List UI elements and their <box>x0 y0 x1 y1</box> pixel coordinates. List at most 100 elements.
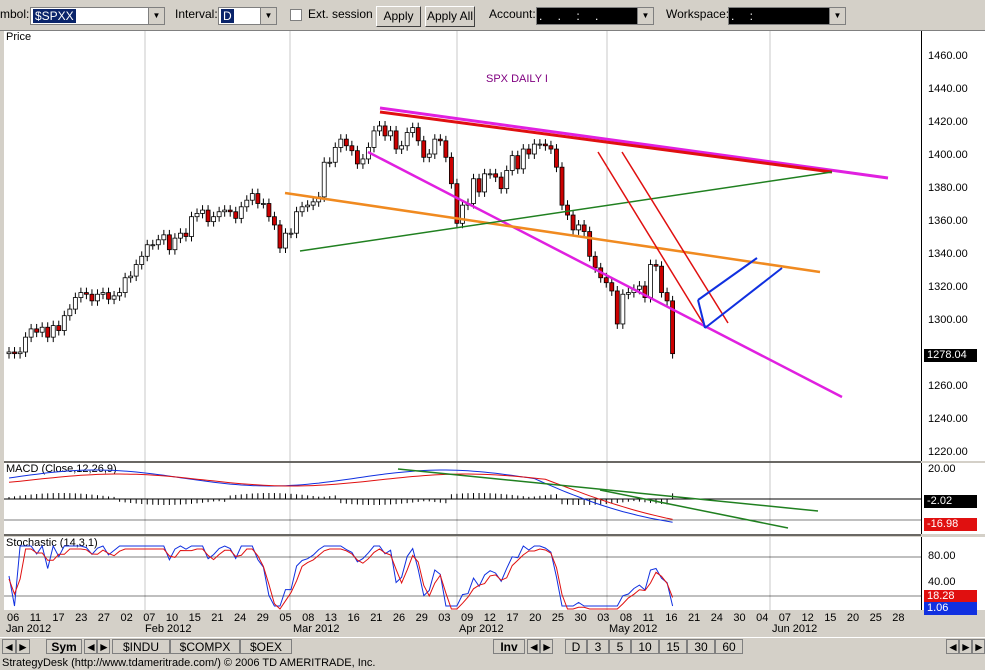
candle-body <box>128 275 134 279</box>
interval-scroll-right-icon[interactable]: ► <box>540 639 553 654</box>
candle-body <box>172 237 178 251</box>
date-tick-label: 28 <box>892 612 905 624</box>
candle-body <box>12 351 17 355</box>
chevron-down-icon[interactable]: ▼ <box>637 8 653 24</box>
price-pane-title: Price <box>6 31 32 43</box>
stochastic-tick: 40.00 <box>928 576 956 588</box>
date-axis[interactable]: 06 11 17 23 27 02 07 10 15 21 24 29 05 08 13 16 21 26 29 03… <box>0 611 923 636</box>
workspace-value[interactable]: . : <box>731 9 760 23</box>
nav-right-icon[interactable]: ► <box>16 639 30 654</box>
tab-indu[interactable]: $INDU <box>112 639 170 654</box>
candle-body <box>493 173 499 178</box>
date-tick-label: 24 <box>234 612 247 624</box>
interval-tab-60[interactable]: 60 <box>715 639 743 654</box>
candle-body <box>382 125 388 137</box>
date-tick-label: 25 <box>869 612 882 624</box>
scroll-left-icon[interactable]: ◄ <box>946 639 959 654</box>
symbol-value[interactable]: $SPXX <box>33 9 76 23</box>
stoch-d-tag: 1.06 <box>924 602 977 615</box>
stochastic-k-line <box>8 544 674 607</box>
red-channel-line <box>597 151 704 324</box>
scroll-right-icon[interactable]: ► <box>959 639 972 654</box>
interval-scroll-left-icon[interactable]: ◄ <box>527 639 540 654</box>
candle-body <box>399 145 405 150</box>
chevron-down-icon[interactable]: ▼ <box>829 8 845 24</box>
date-tick-label: 30 <box>574 612 587 624</box>
candle-body <box>388 130 393 137</box>
account-label: Account: <box>489 7 536 21</box>
interval-tab-3[interactable]: 3 <box>587 639 609 654</box>
date-tick-label: 04 <box>756 612 769 624</box>
candle-body <box>183 232 189 237</box>
bottom-bar: ◄ ► Sym ◄ ► $INDU $COMPX $OEX Inv ◄ ► D … <box>0 637 985 656</box>
tab-compx[interactable]: $COMPX <box>170 639 240 654</box>
candle-body <box>216 211 222 218</box>
stochastic-axis[interactable]: 80.00 40.00 18.28 1.06 <box>921 537 985 615</box>
sym-tab[interactable]: Sym <box>46 639 82 654</box>
tab-oex[interactable]: $OEX <box>240 639 292 654</box>
price-axis[interactable]: 1460.00 1440.00 1420.00 1400.00 1380.00 … <box>921 31 985 461</box>
candle-body <box>200 209 205 214</box>
interval-tab-10[interactable]: 10 <box>631 639 659 654</box>
chart-title: SPX DAILY I <box>486 73 548 85</box>
candle-body <box>515 155 521 170</box>
candle-body <box>227 209 233 213</box>
green-trendline <box>299 171 833 252</box>
blue-channel-line <box>697 257 758 301</box>
candle-body <box>443 140 449 158</box>
candle-body <box>487 173 493 176</box>
macd-axis[interactable]: 20.00 -2.02 -16.98 <box>921 463 985 534</box>
candle-body <box>642 285 648 298</box>
workspace-combo[interactable]: . : ▼ <box>728 7 846 25</box>
price-tick: 1400.00 <box>928 149 968 161</box>
price-pane[interactable]: Price <box>4 31 921 461</box>
date-tick-label: 21 <box>370 612 383 624</box>
candle-body <box>89 293 95 302</box>
month-label: Jun 2012 <box>772 623 818 635</box>
candle-body <box>509 155 515 171</box>
date-tick-label: 25 <box>551 612 565 624</box>
interval-tab-30[interactable]: 30 <box>687 639 715 654</box>
candle-body <box>559 166 565 206</box>
interval-combo[interactable]: D ▼ <box>218 7 277 25</box>
apply-button[interactable]: Apply <box>376 6 421 27</box>
month-label: Apr 2012 <box>459 623 504 635</box>
date-tick-label: 26 <box>392 612 406 624</box>
candle-body <box>576 224 581 231</box>
candle-body <box>72 297 78 310</box>
account-combo[interactable]: . . : . ▼ <box>536 7 654 25</box>
inv-tab[interactable]: Inv <box>493 639 525 654</box>
month-label: Feb 2012 <box>145 623 192 635</box>
chevron-down-icon[interactable]: ▼ <box>260 8 276 24</box>
date-tick-label: 17 <box>506 612 519 624</box>
interval-value[interactable]: D <box>221 9 234 23</box>
tab-scroll-right-icon[interactable]: ► <box>97 639 110 654</box>
interval-tab-15[interactable]: 15 <box>659 639 687 654</box>
ext-session-checkbox[interactable] <box>290 9 302 21</box>
interval-tab-d[interactable]: D <box>565 639 587 654</box>
status-bar: StrategyDesk (http://www.tdameritrade.co… <box>0 656 985 670</box>
candle-body <box>609 282 615 292</box>
candle-body <box>520 148 526 170</box>
candle-body <box>34 328 40 333</box>
symbol-combo[interactable]: $SPXX ▼ <box>30 7 165 25</box>
chevron-down-icon[interactable]: ▼ <box>148 8 164 24</box>
apply-all-button[interactable]: Apply All <box>425 6 475 27</box>
scroll-end-icon[interactable]: ► <box>972 639 985 654</box>
date-tick-label: 08 <box>619 612 633 624</box>
candle-body <box>592 255 598 269</box>
nav-left-icon[interactable]: ◄ <box>2 639 16 654</box>
chart-svg[interactable]: SPX DAILY I <box>0 0 923 612</box>
date-tick-label: 15 <box>824 612 837 624</box>
candle-body <box>415 127 421 142</box>
month-label: May 2012 <box>609 623 658 635</box>
candle-body <box>100 292 106 295</box>
account-value[interactable]: . . : . <box>539 9 605 23</box>
candle-body <box>45 326 51 338</box>
candle-body <box>410 127 416 133</box>
candle-body <box>299 206 305 213</box>
interval-tab-5[interactable]: 5 <box>609 639 631 654</box>
candle-body <box>288 232 294 235</box>
tab-scroll-left-icon[interactable]: ◄ <box>84 639 97 654</box>
candle-body <box>531 143 537 155</box>
